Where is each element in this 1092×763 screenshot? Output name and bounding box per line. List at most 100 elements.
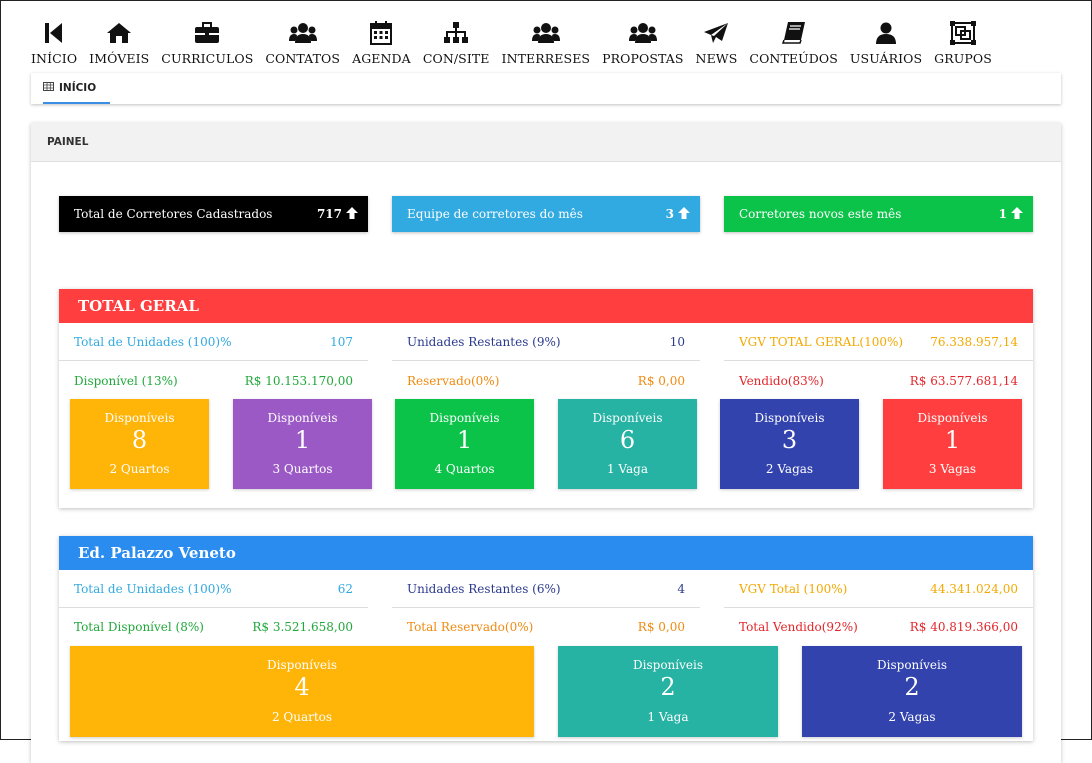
row-value: 62 <box>337 581 353 596</box>
tile-subtitle: 2 Quartos <box>109 462 170 476</box>
users-icon <box>288 17 317 49</box>
availability-tile[interactable]: Disponíveis 1 4 Quartos <box>395 399 534 489</box>
palazzo-veneto-card: Ed. Palazzo Veneto Total de Unidades (10… <box>59 536 1033 741</box>
nav-consite[interactable]: CON/SITE <box>423 17 490 66</box>
tile-number: 2 <box>904 673 920 701</box>
stat-row: Unidades Restantes (9%) 10 <box>392 323 700 361</box>
row-value: 4 <box>677 581 685 596</box>
availability-tile[interactable]: Disponíveis 3 2 Vagas <box>720 399 859 489</box>
tile-subtitle: 3 Quartos <box>272 462 333 476</box>
stat-row: Total Vendido(92%) R$ 40.819.366,00 <box>724 608 1033 646</box>
tile-subtitle: 2 Quartos <box>271 710 333 724</box>
availability-tile[interactable]: Disponíveis 2 1 Vaga <box>558 646 778 737</box>
tile-title: Disponíveis <box>877 658 947 672</box>
nav-contatos[interactable]: CONTATOS <box>265 17 340 66</box>
stat-row: Disponível (13%) R$ 10.153.170,00 <box>59 362 368 400</box>
nav-imoveis[interactable]: IMÓVEIS <box>89 17 149 66</box>
availability-tile[interactable]: Disponíveis 8 2 Quartos <box>70 399 209 489</box>
tile-number: 2 <box>660 673 676 701</box>
breadcrumb-inicio[interactable]: INÍCIO <box>43 73 111 104</box>
nav-inicio[interactable]: INÍCIO <box>31 17 77 66</box>
tile-number: 8 <box>131 426 148 454</box>
calendar-icon <box>370 17 393 49</box>
card-title: Ed. Palazzo Veneto <box>59 536 1033 570</box>
nav-conteudos[interactable]: CONTEÚDOS <box>749 17 838 66</box>
nav-curriculos[interactable]: CURRICULOS <box>161 17 253 66</box>
total-geral-card: TOTAL GERAL Total de Unidades (100)% 107… <box>59 289 1033 508</box>
row-label: Unidades Restantes (9%) <box>407 334 561 349</box>
tile-title: Disponíveis <box>917 411 988 425</box>
breadcrumb-label: INÍCIO <box>59 81 97 94</box>
nav-label: INTERRESES <box>501 51 591 66</box>
nav-label: CONTEÚDOS <box>749 51 838 66</box>
row-label: Total Reservado(0%) <box>407 620 534 634</box>
nav-label: INÍCIO <box>31 51 78 66</box>
row-value: R$ 40.819.366,00 <box>909 620 1018 634</box>
row-value: R$ 3.521.658,00 <box>252 620 353 634</box>
home-icon <box>106 17 132 49</box>
row-value: R$ 0,00 <box>637 374 685 388</box>
row-label: VGV Total (100%) <box>739 581 848 596</box>
stat-value: 717 <box>316 207 342 221</box>
tile-title: Disponíveis <box>429 411 500 425</box>
tile-number: 3 <box>781 426 798 454</box>
availability-tile[interactable]: Disponíveis 4 2 Quartos <box>70 646 534 737</box>
tile-subtitle: 2 Vagas <box>765 462 814 476</box>
nav-label: GRUPOS <box>934 51 992 66</box>
row-label: Total de Unidades (100)% <box>74 334 232 349</box>
stat-row: VGV Total (100%) 44.341.024,00 <box>724 570 1033 608</box>
row-label: VGV TOTAL GERAL(100%) <box>739 334 904 349</box>
nav-grupos[interactable]: GRUPOS <box>934 17 992 66</box>
availability-tile[interactable]: Disponíveis 1 3 Quartos <box>233 399 372 489</box>
users-icon <box>628 17 657 49</box>
row-label: Disponível (13%) <box>74 374 178 388</box>
row-value: 44.341.024,00 <box>930 581 1018 596</box>
row-value: 107 <box>330 334 353 349</box>
stat-corretores-novos: Corretores novos este mês 1 <box>724 196 1033 232</box>
row-label: Total Disponível (8%) <box>74 620 204 634</box>
tile-number: 6 <box>619 426 636 454</box>
nav-label: PROPOSTAS <box>602 51 684 66</box>
row-value: R$ 63.577.681,14 <box>909 374 1018 388</box>
stat-value: 1 <box>998 207 1007 221</box>
arrow-up-icon <box>678 206 690 222</box>
stat-row: Total Disponível (8%) R$ 3.521.658,00 <box>59 608 368 646</box>
nav-label: AGENDA <box>352 51 411 66</box>
nav-news[interactable]: NEWS <box>696 17 738 66</box>
availability-tile[interactable]: Disponíveis 1 3 Vagas <box>883 399 1022 489</box>
tile-title: Disponíveis <box>633 658 703 672</box>
nav-label: CONTATOS <box>265 51 341 66</box>
tile-subtitle: 2 Vagas <box>888 710 936 724</box>
stat-row: Total Reservado(0%) R$ 0,00 <box>392 608 700 646</box>
row-value: 10 <box>669 334 685 349</box>
breadcrumb-bar: INÍCIO <box>31 73 1061 104</box>
tile-title: Disponíveis <box>267 658 337 672</box>
tile-title: Disponíveis <box>104 411 175 425</box>
nav-propostas[interactable]: PROPOSTAS <box>602 17 683 66</box>
stat-row: Vendido(83%) R$ 63.577.681,14 <box>724 362 1033 400</box>
object-group-icon <box>950 17 977 49</box>
row-value: R$ 0,00 <box>637 620 685 634</box>
nav-interreses[interactable]: INTERRESES <box>502 17 591 66</box>
card-title: TOTAL GERAL <box>59 289 1033 323</box>
top-nav: INÍCIO IMÓVEIS CURRICULOS CONTATOS AGEND… <box>25 17 998 66</box>
briefcase-icon <box>194 17 220 49</box>
stat-row: Reservado(0%) R$ 0,00 <box>392 362 700 400</box>
stat-label: Equipe de corretores do mês <box>407 207 583 221</box>
tile-title: Disponíveis <box>267 411 338 425</box>
tile-number: 4 <box>294 673 310 701</box>
availability-tile[interactable]: Disponíveis 6 1 Vaga <box>558 399 697 489</box>
row-label: Total Vendido(92%) <box>739 620 858 634</box>
row-value: R$ 10.153.170,00 <box>244 374 353 388</box>
nav-agenda[interactable]: AGENDA <box>352 17 411 66</box>
tile-number: 1 <box>944 426 961 454</box>
availability-tile[interactable]: Disponíveis 2 2 Vagas <box>802 646 1022 737</box>
stat-row: VGV TOTAL GERAL(100%) 76.338.957,14 <box>724 323 1033 361</box>
nav-usuarios[interactable]: USUÁRIOS <box>850 17 922 66</box>
stat-row: Total de Unidades (100)% 107 <box>59 323 368 361</box>
tile-title: Disponíveis <box>754 411 825 425</box>
stat-row: Unidades Restantes (6%) 4 <box>392 570 700 608</box>
book-icon <box>781 17 806 49</box>
row-label: Total de Unidades (100)% <box>74 581 232 596</box>
nav-label: USUÁRIOS <box>849 51 923 66</box>
